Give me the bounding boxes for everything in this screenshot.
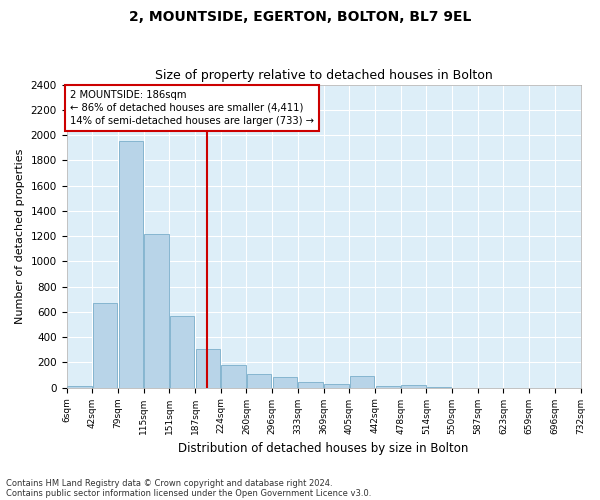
Bar [170,316,194,388]
Y-axis label: Number of detached properties: Number of detached properties [15,148,25,324]
Bar [324,384,349,388]
X-axis label: Distribution of detached houses by size in Bolton: Distribution of detached houses by size … [178,442,469,455]
Bar [196,349,220,388]
Bar [427,387,451,388]
Bar [221,366,246,388]
Bar [144,234,169,388]
Bar [119,142,143,388]
Text: 2, MOUNTSIDE, EGERTON, BOLTON, BL7 9EL: 2, MOUNTSIDE, EGERTON, BOLTON, BL7 9EL [129,10,471,24]
Bar [401,385,425,388]
Bar [350,376,374,388]
Text: Contains public sector information licensed under the Open Government Licence v3: Contains public sector information licen… [6,488,371,498]
Bar [298,382,323,388]
Bar [93,303,117,388]
Title: Size of property relative to detached houses in Bolton: Size of property relative to detached ho… [155,69,493,82]
Bar [376,386,400,388]
Text: Contains HM Land Registry data © Crown copyright and database right 2024.: Contains HM Land Registry data © Crown c… [6,478,332,488]
Bar [273,378,297,388]
Bar [247,374,271,388]
Bar [67,386,92,388]
Text: 2 MOUNTSIDE: 186sqm
← 86% of detached houses are smaller (4,411)
14% of semi-det: 2 MOUNTSIDE: 186sqm ← 86% of detached ho… [70,90,314,126]
